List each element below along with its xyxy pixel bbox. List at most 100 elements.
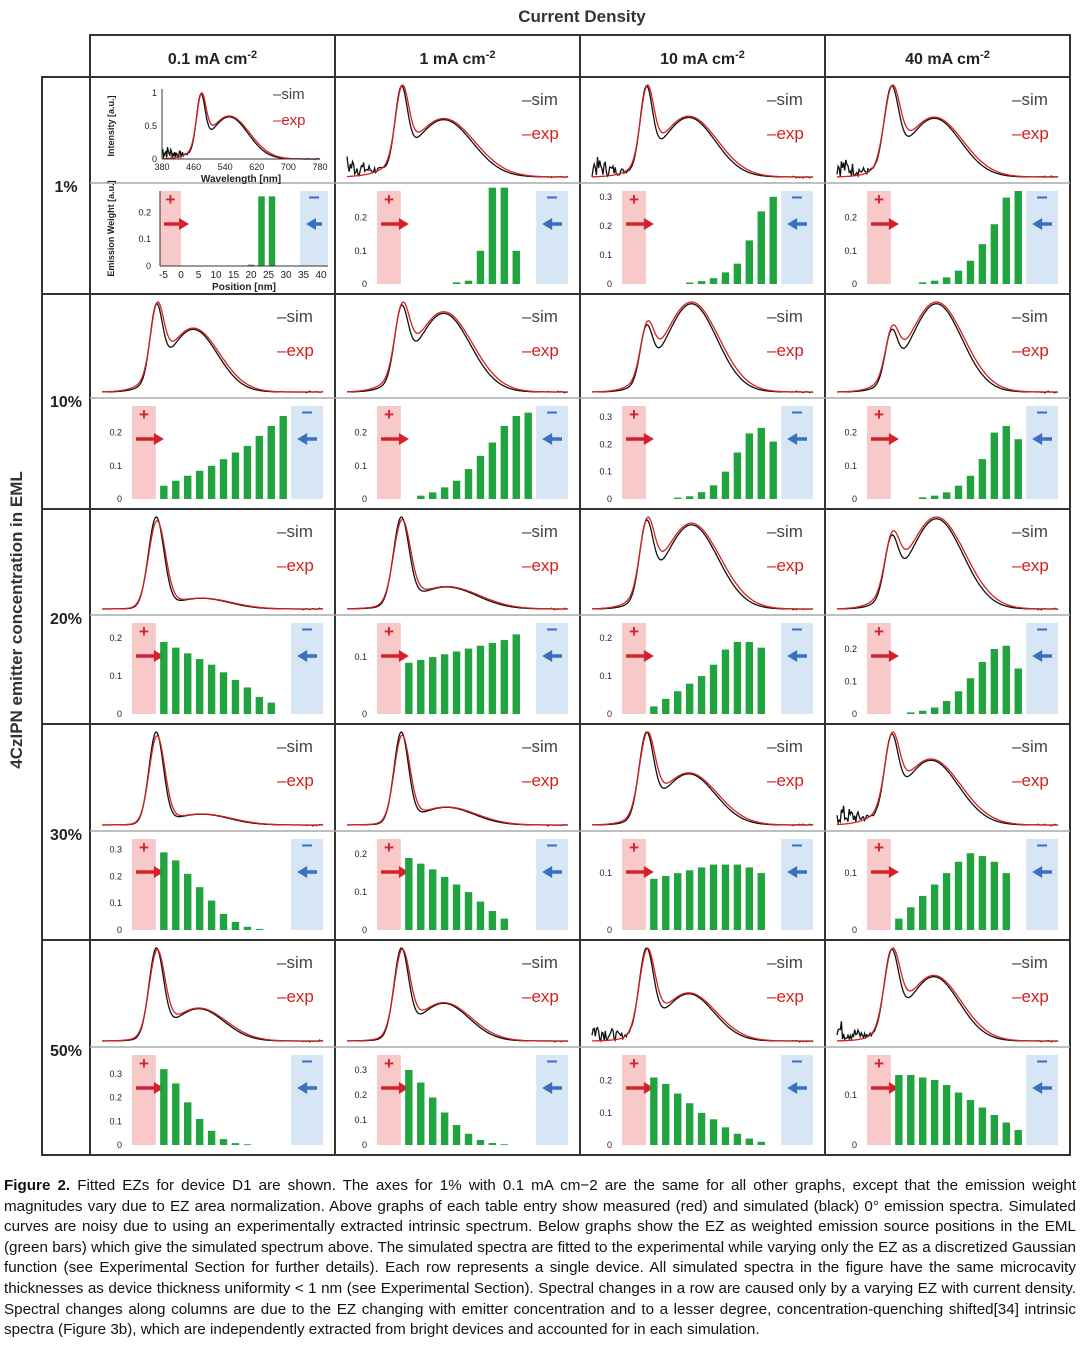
row-labels: 1% 10% 20% 30% 50% [50,179,82,1060]
emission-weight-bar [452,1125,461,1145]
emission-weight-bar [160,1069,168,1145]
ez-y-tick: 0 [117,1140,122,1150]
ez-x-tick: -5 [159,270,168,281]
emission-weight-bar [978,459,987,499]
row-label: 10% [50,394,82,411]
row-group-title: 4CzIPN emitter concentration in EML [7,471,26,769]
row-label: 50% [50,1043,82,1060]
emission-weight-bar [942,701,951,714]
legend-sim: –sim [1012,737,1048,756]
emission-weight-bar [721,471,730,499]
plus-sign: + [874,190,884,209]
emission-weight-bar [930,884,939,930]
left-arrowhead-icon [1032,866,1043,878]
emission-weight-bar [464,469,473,499]
emission-weight-bar [919,895,927,930]
legend-exp: –exp [522,341,559,360]
legend-exp: –exp [522,771,559,790]
emission-weight-bar [500,187,509,284]
electron-transport-region [1026,839,1058,930]
emission-weight-bar [231,452,240,499]
emission-weight-bar [966,678,975,714]
right-arrowhead-icon [888,866,899,878]
emission-weight-bar [488,442,497,499]
emission-weight-bar [258,196,265,266]
ez-y-tick: 0.1 [354,461,367,471]
emission-weight-bar [942,492,951,499]
emission-weight-bar [267,702,275,714]
row-label: 20% [50,611,82,628]
emission-weight-bar [512,250,520,284]
emission-weight-bar [907,1075,915,1145]
legend-sim: –sim [767,953,803,972]
emission-weight-bar [512,634,520,714]
right-arrowhead-icon [398,1082,409,1094]
emission-weight-bar [907,907,915,930]
right-arrowhead-icon [643,866,654,878]
emission-weight-bar [919,710,927,714]
emission-weight-bar [243,1144,252,1146]
legend-exp: –exp [1012,987,1049,1006]
hole-transport-region [132,406,156,499]
ez-y-tick: 0.1 [844,677,857,687]
column-header: 10 mA cm-2 [660,49,745,68]
cell-r3-c4: –sim –exp + – 0 0.1 0.2 [836,516,1059,719]
right-arrowhead-icon [888,433,899,445]
left-arrowhead-icon [1032,1082,1043,1094]
emission-weight-bar [440,487,449,499]
legend-exp: –exp [767,124,804,143]
emission-weight-bar [429,1097,437,1145]
emission-weight-bar [207,1130,216,1145]
emission-weight-bar [195,470,204,499]
legend-exp: –exp [1012,341,1049,360]
exp-spectrum-line [592,516,813,610]
emission-weight-bar [464,280,473,284]
hole-transport-region [867,191,891,284]
emission-weight-bar [247,264,255,266]
emission-weight-bar [440,1112,449,1145]
right-arrowhead-icon [888,1082,899,1094]
minus-sign: – [792,186,803,208]
ez-y-tick: 0 [852,925,857,935]
legend-sim: –sim [1012,953,1048,972]
emission-weight-bar [184,653,192,714]
electron-transport-region [781,623,813,714]
plus-sign: + [629,1054,639,1073]
exp-spectrum-line [592,84,813,178]
plus-sign: + [874,1054,884,1073]
legend-sim: –sim [277,307,313,326]
ez-y-tick: 0.2 [109,871,122,881]
legend-sim: –sim [767,307,803,326]
exp-spectrum-line [347,301,568,393]
legend-exp: –exp [277,341,314,360]
emission-weight-bar [476,901,485,930]
ez-y-tick: 0.1 [354,1115,367,1125]
ez-x-tick: 0 [178,270,184,281]
right-arrowhead-icon [153,433,164,445]
emission-weight-bar [1002,873,1010,930]
legend-sim: –sim [1012,90,1048,109]
exp-spectrum-line [102,734,323,826]
emission-weight-bar [685,683,694,714]
ez-y-tick: 0 [117,925,122,935]
exp-spectrum-line [592,301,813,393]
spectrum-y-tick: 0.5 [144,121,157,131]
legend-sim: –sim [1012,307,1048,326]
emission-weight-bar [476,455,485,499]
emission-weight-bar [243,445,252,499]
ez-x-tick: 20 [245,270,257,281]
spectrum-x-tick: 620 [249,162,264,172]
ez-x-tick: 25 [263,270,275,281]
ez-y-label: Emission Weight [a.u.] [106,180,116,276]
legend-exp: –exp [767,556,804,575]
emission-weight-bar [429,869,437,930]
exp-spectrum-line [592,731,813,826]
emission-weight-bar [160,641,168,714]
legend-exp: –exp [767,341,804,360]
legend-sim: –sim [767,737,803,756]
minus-sign: – [547,618,558,640]
right-arrowhead-icon [398,433,409,445]
legend-exp: –exp [522,987,559,1006]
emission-weight-bar [417,659,425,714]
emission-weight-bar [500,640,509,714]
